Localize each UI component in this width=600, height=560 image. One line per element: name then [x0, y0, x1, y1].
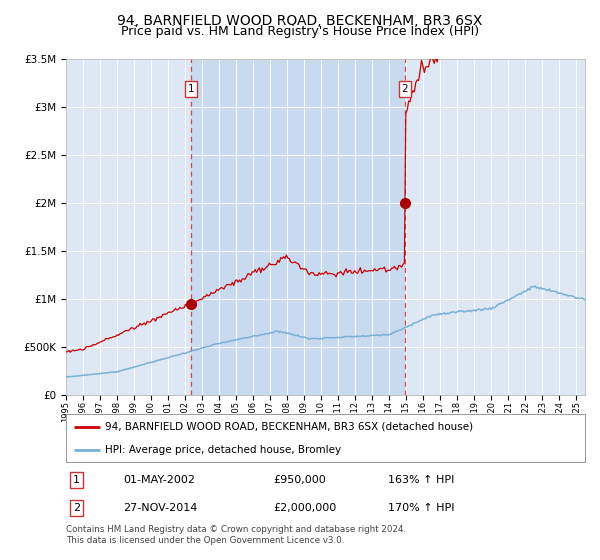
Text: 170% ↑ HPI: 170% ↑ HPI	[388, 503, 454, 513]
Text: Contains HM Land Registry data © Crown copyright and database right 2024.
This d: Contains HM Land Registry data © Crown c…	[66, 525, 406, 545]
Text: £950,000: £950,000	[274, 475, 326, 485]
Text: 1: 1	[188, 84, 194, 94]
Bar	[191, 59, 404, 395]
Text: 2: 2	[401, 84, 408, 94]
Text: Price paid vs. HM Land Registry's House Price Index (HPI): Price paid vs. HM Land Registry's House …	[121, 25, 479, 38]
Text: £2,000,000: £2,000,000	[274, 503, 337, 513]
Text: 163% ↑ HPI: 163% ↑ HPI	[388, 475, 454, 485]
Text: 27-NOV-2014: 27-NOV-2014	[123, 503, 197, 513]
Text: HPI: Average price, detached house, Bromley: HPI: Average price, detached house, Brom…	[105, 445, 341, 455]
Text: 01-MAY-2002: 01-MAY-2002	[123, 475, 195, 485]
Text: 94, BARNFIELD WOOD ROAD, BECKENHAM, BR3 6SX (detached house): 94, BARNFIELD WOOD ROAD, BECKENHAM, BR3 …	[105, 422, 473, 432]
Text: 1: 1	[73, 475, 80, 485]
Text: 94, BARNFIELD WOOD ROAD, BECKENHAM, BR3 6SX: 94, BARNFIELD WOOD ROAD, BECKENHAM, BR3 …	[118, 14, 482, 28]
Text: 2: 2	[73, 503, 80, 513]
